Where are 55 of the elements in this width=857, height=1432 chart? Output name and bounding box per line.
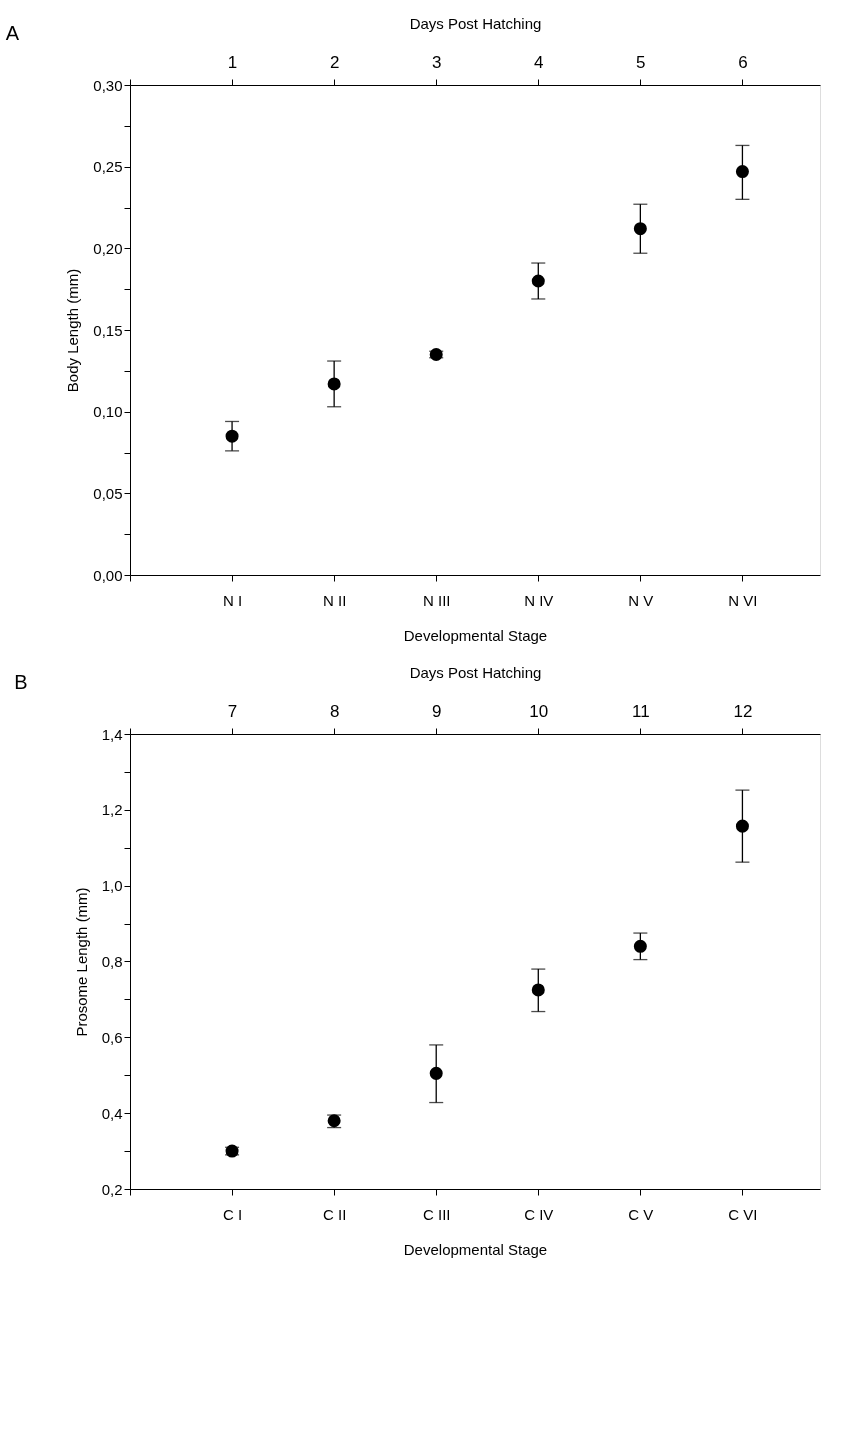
x2-axis-title: Days Post Hatching <box>409 663 542 681</box>
chart-title: A <box>5 22 20 44</box>
x-axis-title: Developmental Stage <box>403 1240 548 1258</box>
x-tick-label: C IV <box>524 1205 554 1223</box>
x2-tick-label: 5 <box>636 52 646 72</box>
x2-tick-label: 11 <box>632 701 650 721</box>
point <box>735 165 749 179</box>
x-tick-label: N III <box>422 591 451 609</box>
chart-title: B <box>14 671 28 693</box>
point <box>633 222 647 236</box>
point <box>735 819 749 833</box>
point <box>429 1066 443 1080</box>
y-tick-label: 0,2 <box>101 1180 123 1198</box>
x-tick-label: N II <box>322 591 347 609</box>
y-axis-title: Body Length (mm) <box>64 268 82 393</box>
point <box>327 377 341 391</box>
y-tick-label: 1,2 <box>101 801 123 819</box>
point <box>531 983 545 997</box>
y-tick-label: 1,0 <box>101 877 123 895</box>
x2-tick-label: 8 <box>329 701 340 721</box>
x-tick-label: N IV <box>524 591 554 609</box>
y-tick-label: 0,05 <box>93 484 123 502</box>
x-tick-label: C VI <box>728 1205 758 1223</box>
x-axis-title: Developmental Stage <box>403 626 548 644</box>
y-tick-label: 0,10 <box>93 403 123 421</box>
x2-tick-label: 7 <box>227 701 238 721</box>
y-axis-title: Prosome Length (mm) <box>72 887 90 1037</box>
y-tick-label: 0,4 <box>101 1104 123 1122</box>
x-tick-label: N I <box>222 591 243 609</box>
x2-tick-label: 1 <box>227 52 238 72</box>
x2-tick-label: 9 <box>431 701 442 721</box>
point <box>531 274 545 288</box>
x-tick-label: C II <box>322 1205 347 1223</box>
y-tick-label: 1,4 <box>101 725 123 743</box>
y-tick-label: 0,25 <box>93 158 123 176</box>
x2-axis-title: Days Post Hatching <box>409 14 542 32</box>
y-tick-label: 0,15 <box>93 321 123 339</box>
x-tick-label: N VI <box>728 591 758 609</box>
x-tick-label: C III <box>422 1205 451 1223</box>
x-tick-label: C I <box>222 1205 243 1223</box>
y-tick-label: 0,8 <box>101 953 123 970</box>
point <box>633 939 647 953</box>
x2-tick-label: 10 <box>529 701 549 721</box>
y-tick-label: 0,30 <box>93 76 123 94</box>
x2-tick-label: 6 <box>738 52 748 72</box>
x2-tick-label: 2 <box>329 52 340 72</box>
x2-tick-label: 3 <box>431 52 442 72</box>
x-tick-label: N V <box>628 591 654 609</box>
y-tick-label: 0,20 <box>93 239 123 257</box>
y-tick-label: 0,00 <box>93 566 123 584</box>
x-tick-label: C V <box>628 1205 654 1223</box>
y-tick-label: 0,6 <box>101 1028 123 1046</box>
x2-tick-label: 12 <box>733 701 753 721</box>
point <box>225 429 239 443</box>
x2-tick-label: 4 <box>534 52 544 72</box>
